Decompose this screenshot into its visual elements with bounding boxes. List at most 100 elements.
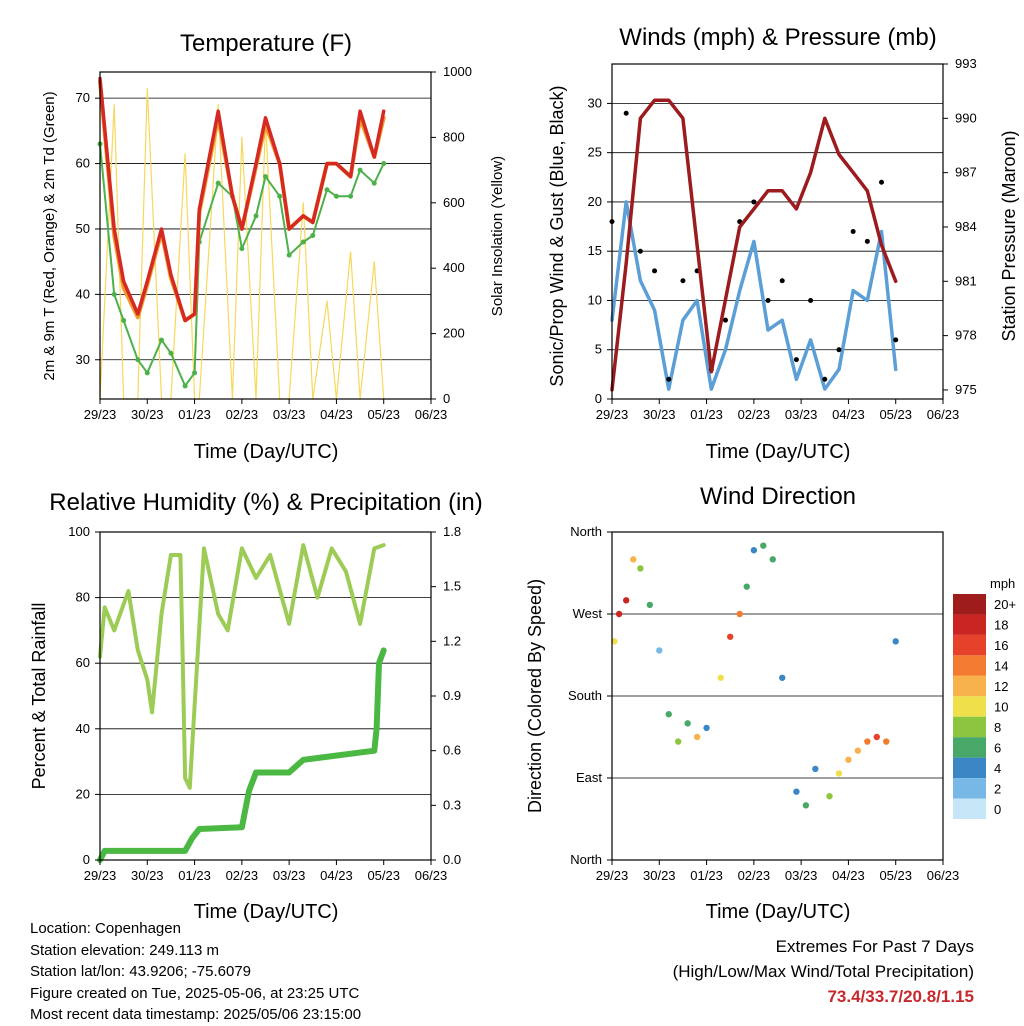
wind-gust-point <box>652 268 658 274</box>
y-tick-label: 0 <box>83 852 90 867</box>
colorbar-swatch <box>953 778 986 799</box>
colorbar-label: 18 <box>994 618 1008 633</box>
wind-direction-point <box>864 738 871 745</box>
y-tick-label: 0 <box>595 391 602 406</box>
x-tick-label: 06/23 <box>415 407 448 422</box>
wind-direction-point <box>727 633 734 640</box>
winds-left-title: Sonic/Prop Wind & Gust (Blue, Black) <box>547 85 567 386</box>
colorbar-swatch <box>953 634 986 656</box>
y-tick-label: 20 <box>588 194 602 209</box>
wind-gust-point <box>893 337 899 343</box>
winds-plot-frame <box>611 63 944 400</box>
rh-precip-left-ticks: 0 20 40 60 80 100 <box>68 524 100 867</box>
y-tick-label: South <box>568 688 602 703</box>
speed-colorbar: 20+ 18 16 14 12 10 8 6 4 2 0 <box>953 594 1016 819</box>
wind-direction-point <box>750 547 758 554</box>
wind-gust-point <box>808 297 814 303</box>
x-tick-label: 30/23 <box>643 407 676 422</box>
y-tick-label: 0 <box>443 391 450 406</box>
colorbar-label: 16 <box>994 638 1008 653</box>
x-tick-label: 02/23 <box>226 407 259 422</box>
colorbar-label: 10 <box>994 700 1008 715</box>
rh-precip-title: Relative Humidity (%) & Precipitation (i… <box>49 489 482 516</box>
wind-direction-x-ticks: 29/23 30/23 01/23 02/23 03/23 04/23 05/23 06/23 <box>596 860 959 883</box>
x-tick-label: 05/23 <box>879 868 912 883</box>
wind-direction-point <box>779 674 786 681</box>
y-tick-label: North <box>570 524 602 539</box>
x-tick-label: 29/23 <box>596 868 629 883</box>
y-tick-label: 984 <box>955 219 977 234</box>
y-tick-label: 30 <box>588 95 602 110</box>
colorbar-swatch <box>953 737 986 758</box>
x-tick-label: 29/23 <box>84 407 117 422</box>
station-latlon: Station lat/lon: 43.9206; -75.6079 <box>30 963 252 980</box>
wind-direction-point <box>646 601 654 609</box>
wind-direction-point <box>793 788 800 795</box>
rh-precip-left-title: Percent & Total Rainfall <box>29 603 49 790</box>
y-tick-label: 600 <box>443 195 465 210</box>
wind-gust-point <box>836 347 842 353</box>
wind-gust-point <box>864 238 870 244</box>
x-tick-label: 02/23 <box>738 868 771 883</box>
wind-speed-line <box>610 200 898 391</box>
colorbar-label: 20+ <box>994 597 1016 612</box>
x-tick-label: 01/23 <box>690 868 723 883</box>
temperature-plot-frame <box>99 71 432 400</box>
extremes-values: 73.4/33.7/20.8/1.15 <box>827 987 974 1006</box>
rh-line <box>98 543 386 790</box>
wind-direction-point <box>675 738 682 745</box>
wind-direction-left-title: Direction (Colored By Speed) <box>525 579 545 813</box>
winds-x-title: Time (Day/UTC) <box>706 441 851 463</box>
station-location: Location: Copenhagen <box>30 920 181 937</box>
x-tick-label: 04/23 <box>320 407 353 422</box>
recent-timestamp: Most recent data timestamp: 2025/05/06 2… <box>30 1006 362 1023</box>
y-tick-label: 0.6 <box>443 743 461 758</box>
dewpoint-line <box>99 142 385 387</box>
wind-gust-point <box>666 376 672 382</box>
x-tick-label: 03/23 <box>273 868 306 883</box>
wind-direction-point <box>743 583 750 590</box>
wind-gust-point <box>623 110 629 116</box>
winds-series <box>609 98 899 392</box>
colorbar-unit-label: mph <box>990 576 1015 591</box>
y-tick-label: 1.8 <box>443 524 461 539</box>
wind-direction-title: Wind Direction <box>700 483 856 510</box>
colorbar-label: 6 <box>994 740 1001 755</box>
wind-direction-point <box>717 674 724 681</box>
temperature-panel: Temperature (F) 30 40 50 60 70 0 200 400 600 800… <box>41 30 506 463</box>
x-tick-label: 01/23 <box>690 407 723 422</box>
station-info: Location: Copenhagen Station elevation: … <box>30 918 361 1026</box>
y-tick-label: 987 <box>955 165 977 180</box>
wind-gust-point <box>879 179 885 185</box>
rh-precip-x-ticks: 29/23 30/23 01/23 02/23 03/23 04/23 05/23 06/23 <box>84 860 447 883</box>
y-tick-label: 50 <box>76 221 90 236</box>
y-tick-label: 200 <box>443 326 465 341</box>
y-tick-label: West <box>573 606 603 621</box>
wind-direction-gridlines <box>612 531 943 861</box>
x-tick-label: 29/23 <box>596 407 629 422</box>
winds-panel: Winds (mph) & Pressure (mb) 0 5 10 15 20 25 30… <box>547 24 1019 463</box>
y-tick-label: 60 <box>76 156 90 171</box>
wind-gust-point <box>793 357 799 363</box>
y-tick-label: 40 <box>76 286 90 301</box>
temperature-right-ticks: 0 200 400 600 800 1000 <box>431 64 472 406</box>
wind-direction-point <box>883 738 890 745</box>
winds-right-ticks: 975 978 981 984 987 990 993 <box>943 56 977 397</box>
x-tick-label: 01/23 <box>178 868 211 883</box>
temp-2m-line <box>98 76 386 323</box>
x-tick-label: 04/23 <box>832 407 865 422</box>
wind-direction-point <box>835 770 843 777</box>
colorbar-swatch <box>953 655 986 676</box>
x-tick-label: 04/23 <box>320 868 353 883</box>
temperature-x-title: Time (Day/UTC) <box>194 441 339 463</box>
wind-direction-point <box>656 647 663 654</box>
wind-direction-point <box>611 638 618 645</box>
y-tick-label: 975 <box>955 382 977 397</box>
wind-direction-point <box>622 597 630 604</box>
colorbar-label: 2 <box>994 781 1001 796</box>
wind-gust-point <box>850 229 856 234</box>
extremes-box: Extremes For Past 7 Days (High/Low/Max W… <box>673 934 974 1009</box>
y-tick-label: 5 <box>595 342 602 357</box>
colorbar-swatch <box>953 798 986 819</box>
x-tick-label: 05/23 <box>879 407 912 422</box>
